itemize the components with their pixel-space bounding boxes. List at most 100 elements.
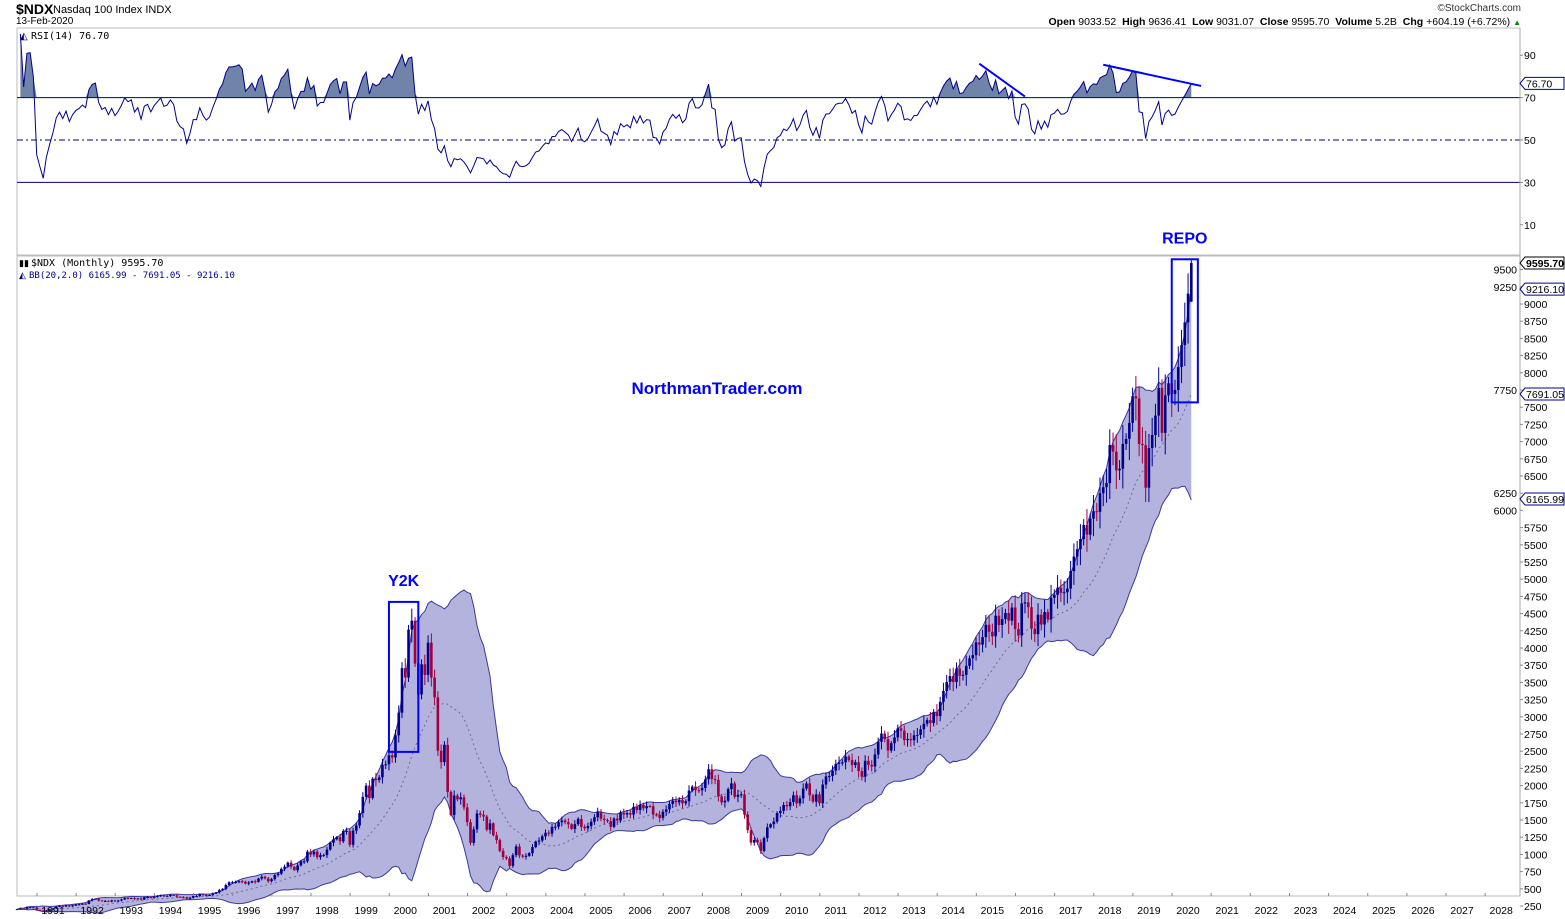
candle (945, 675, 948, 699)
candle-body (162, 895, 166, 897)
candle-body (361, 796, 365, 814)
candle-body (710, 769, 714, 780)
candle (720, 793, 723, 806)
price-tick-label: 3000 (1524, 712, 1548, 724)
candle (103, 899, 107, 903)
candle-body (717, 779, 720, 797)
candle-body (971, 655, 975, 659)
price-tick-label: 8250 (1524, 351, 1548, 363)
candle-body (335, 837, 339, 840)
rsi-tick-label: 10 (1524, 220, 1536, 232)
candle (58, 905, 61, 907)
close-value: 9595.70 (1291, 16, 1330, 28)
year-tick-label: 2018 (1098, 905, 1122, 917)
candle (870, 760, 873, 772)
candle (1000, 607, 1004, 638)
candle-body (580, 818, 583, 827)
candle (958, 658, 962, 687)
candle-body (902, 730, 906, 741)
candle (218, 888, 221, 894)
candle (413, 617, 417, 667)
candle (306, 849, 309, 863)
candle (514, 844, 518, 858)
candle-body (788, 802, 792, 807)
candle (231, 880, 234, 884)
candle (661, 809, 665, 821)
candle-body (935, 712, 939, 717)
candle (1134, 375, 1138, 421)
annotation-label: REPO (1162, 230, 1207, 247)
candle (280, 867, 283, 876)
candle-body (433, 677, 436, 698)
price-tick-label: 6750 (1524, 454, 1548, 466)
candle-body (449, 791, 453, 815)
year-tick-label: 2013 (902, 905, 926, 917)
candle-body (309, 851, 312, 855)
candle (266, 876, 270, 883)
candle (475, 809, 479, 833)
candle (978, 631, 981, 657)
candle-body (664, 809, 668, 812)
candle-body (443, 744, 446, 763)
candle-body (612, 818, 616, 827)
candle-body (1066, 588, 1069, 593)
candle-body (68, 905, 71, 907)
candle (573, 820, 577, 834)
year-tick-label: 2012 (863, 905, 887, 917)
candle (68, 904, 71, 908)
candle-body (478, 813, 482, 815)
candle-body (178, 896, 182, 898)
annotation-box (387, 600, 420, 753)
candle-body (482, 814, 485, 817)
candle-body (1046, 612, 1050, 620)
open-value: 9033.52 (1078, 16, 1117, 28)
candle (94, 898, 97, 900)
candle-body (240, 881, 244, 883)
candle-body (423, 664, 427, 675)
candle (1010, 603, 1014, 626)
candle (609, 817, 613, 832)
candle (299, 860, 303, 867)
candle-body (1085, 524, 1089, 535)
candle (961, 670, 965, 681)
candle (1108, 429, 1112, 500)
candle-body (772, 821, 776, 825)
candle-body (41, 910, 45, 912)
candle-body (472, 829, 476, 843)
candle-body (1079, 539, 1082, 550)
candle-body (397, 712, 401, 736)
candle-body (886, 739, 890, 751)
candle-body (1150, 434, 1154, 449)
candle-body (90, 899, 94, 901)
price-tick-label: 4500 (1524, 609, 1548, 621)
candle-body (1147, 448, 1151, 488)
candle-body (19, 908, 22, 910)
candle (136, 898, 140, 900)
candle (351, 827, 355, 848)
candle-body (136, 898, 140, 900)
candle-body (234, 881, 237, 883)
candle (1173, 379, 1177, 406)
year-tick-label: 2024 (1333, 905, 1357, 917)
candle-body (302, 861, 306, 863)
candle (769, 823, 772, 829)
candle (850, 753, 854, 773)
candle-body (100, 900, 104, 902)
candle-body (978, 642, 981, 645)
candle (841, 759, 844, 766)
candle (227, 881, 231, 887)
candle-body (156, 896, 159, 898)
candle (775, 811, 779, 824)
candle-body (1157, 387, 1161, 416)
candle-body (567, 822, 570, 825)
candle-body (814, 794, 818, 802)
candle-body (110, 900, 114, 902)
bb-mid-marker-box (1519, 387, 1565, 401)
candle-body (231, 882, 234, 884)
bb-mid-marker: 7691.05 (1519, 387, 1565, 401)
candle-body (606, 820, 609, 822)
candle (534, 840, 538, 849)
candle (1066, 578, 1069, 604)
candle (201, 893, 205, 896)
